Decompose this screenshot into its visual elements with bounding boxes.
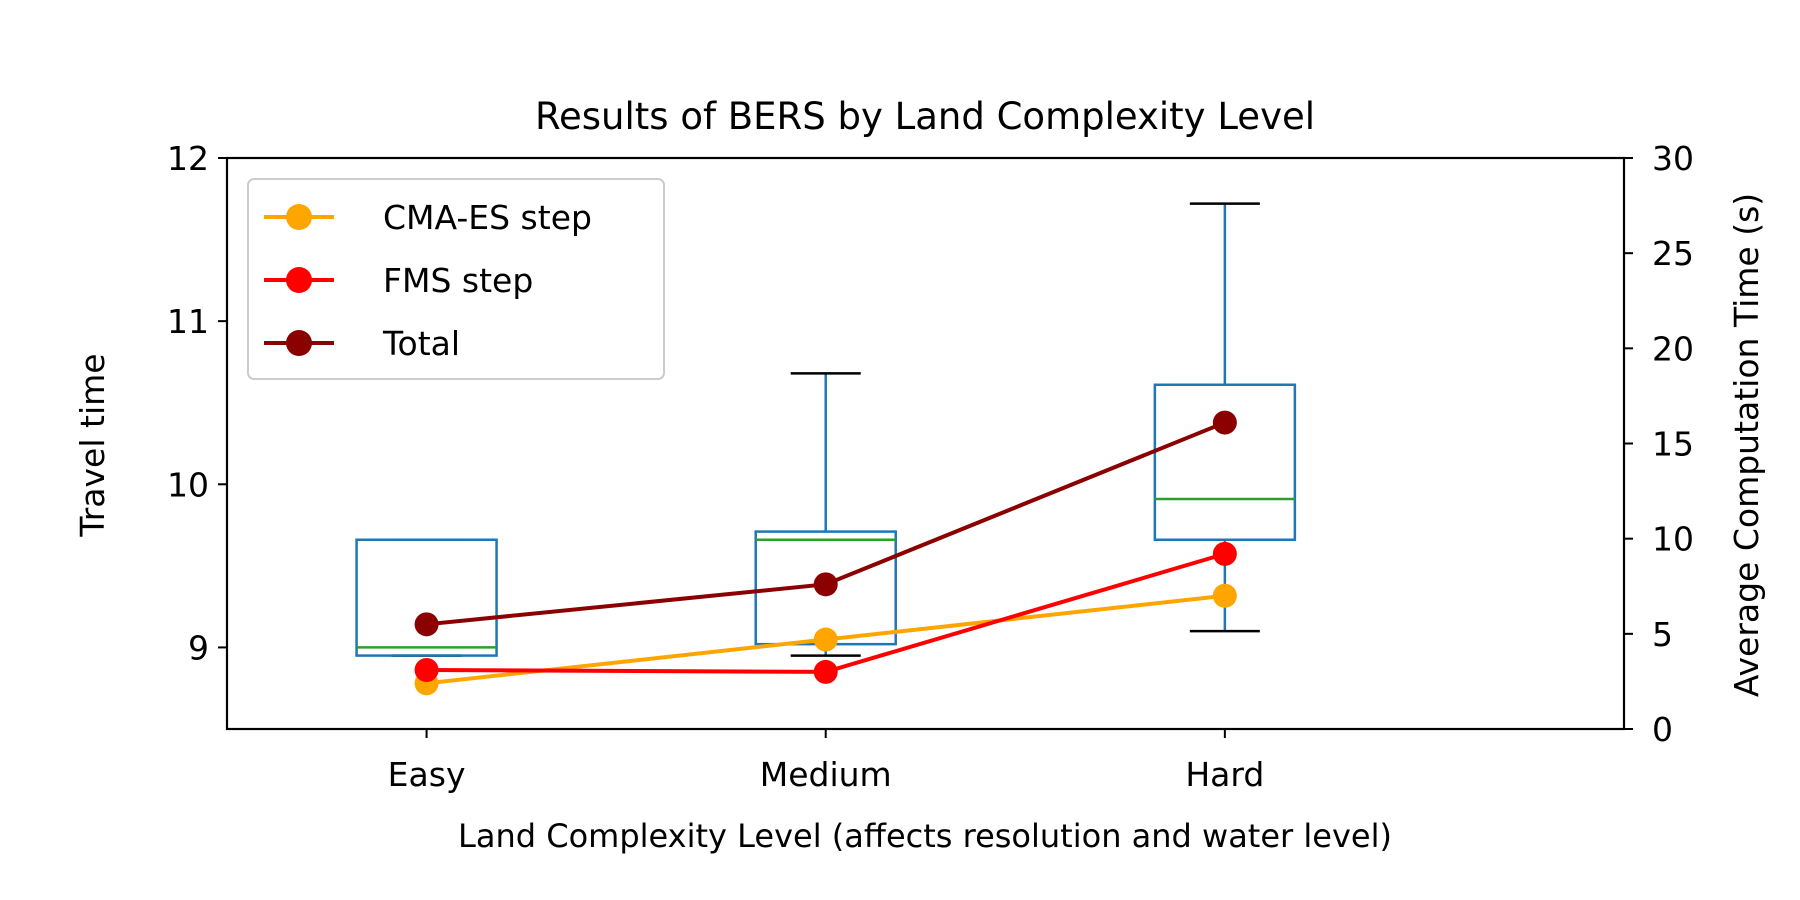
y-tick-label: 12 xyxy=(167,139,209,178)
data-point xyxy=(813,572,838,597)
y2-tick-label: 20 xyxy=(1652,329,1694,368)
data-point xyxy=(414,612,439,637)
series-total xyxy=(414,410,1237,637)
legend-marker xyxy=(286,204,312,230)
y2-tick-label: 25 xyxy=(1652,234,1694,273)
right-axis-label: Average Computation Time (s) xyxy=(1727,193,1766,697)
series-fms-step xyxy=(414,541,1237,684)
chart-title: Results of BERS by Land Complexity Level xyxy=(535,95,1315,138)
legend-item-fms-step: FMS step xyxy=(264,261,533,300)
legend-marker xyxy=(286,267,312,293)
x-tick-label: Easy xyxy=(388,755,466,794)
y2-tick-label: 30 xyxy=(1652,139,1694,178)
data-point xyxy=(813,659,838,684)
y-tick-label: 10 xyxy=(167,465,209,504)
y2-tick-label: 5 xyxy=(1652,615,1673,654)
axes: 9 10 11 12 0 5 10 15 20 25 30 Easy Medium Hard xyxy=(167,139,1694,794)
box xyxy=(1153,383,1297,542)
data-point xyxy=(813,627,838,652)
data-point xyxy=(1212,583,1237,608)
legend-label: Total xyxy=(382,324,460,363)
boxplot-easy xyxy=(355,538,498,657)
legend-item-total: Total xyxy=(264,324,460,363)
x-tick-label: Medium xyxy=(760,755,892,794)
y-axis-label: Travel time xyxy=(73,353,112,537)
y2-tick-label: 15 xyxy=(1652,425,1694,464)
y-tick-label: 11 xyxy=(167,302,209,341)
legend-box xyxy=(247,178,665,380)
legend-label: FMS step xyxy=(383,261,533,300)
y2-tick-label: 10 xyxy=(1652,520,1694,559)
data-point xyxy=(1212,410,1237,435)
plot-area xyxy=(355,202,1297,696)
data-point xyxy=(414,657,439,682)
legend-label: CMA-ES step xyxy=(383,198,592,237)
x-tick-label: Hard xyxy=(1185,755,1264,794)
legend-marker xyxy=(286,330,312,356)
x-axis-label: Land Complexity Level (affects resolutio… xyxy=(458,817,1392,855)
legend: CMA-ES step FMS step Total xyxy=(247,178,665,380)
box xyxy=(355,538,498,657)
y2-tick-label: 0 xyxy=(1652,710,1673,749)
y-tick-label: 9 xyxy=(188,628,209,667)
legend-item-cma-es-step: CMA-ES step xyxy=(264,198,592,237)
data-point xyxy=(1212,541,1237,566)
